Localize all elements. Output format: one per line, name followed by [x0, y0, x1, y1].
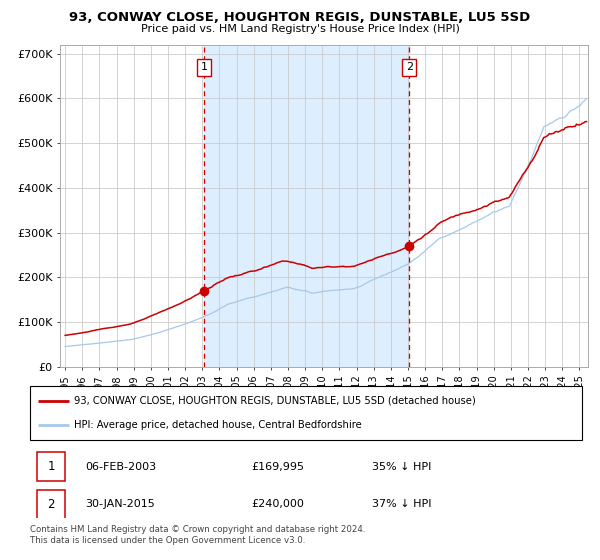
Text: HPI: Average price, detached house, Central Bedfordshire: HPI: Average price, detached house, Cent… [74, 420, 362, 430]
Text: 93, CONWAY CLOSE, HOUGHTON REGIS, DUNSTABLE, LU5 5SD: 93, CONWAY CLOSE, HOUGHTON REGIS, DUNSTA… [70, 11, 530, 24]
FancyBboxPatch shape [30, 386, 582, 440]
Text: 37% ↓ HPI: 37% ↓ HPI [372, 500, 432, 510]
Bar [204, 45, 409, 367]
FancyBboxPatch shape [37, 452, 65, 481]
Text: 35% ↓ HPI: 35% ↓ HPI [372, 461, 431, 472]
Text: 1: 1 [47, 460, 55, 473]
Text: £240,000: £240,000 [251, 500, 304, 510]
Text: Price paid vs. HM Land Registry's House Price Index (HPI): Price paid vs. HM Land Registry's House … [140, 24, 460, 34]
Text: 1: 1 [200, 62, 208, 72]
Text: £169,995: £169,995 [251, 461, 304, 472]
Text: 30-JAN-2015: 30-JAN-2015 [85, 500, 155, 510]
Text: Contains HM Land Registry data © Crown copyright and database right 2024.
This d: Contains HM Land Registry data © Crown c… [30, 525, 365, 545]
Text: 2: 2 [406, 62, 413, 72]
Text: 06-FEB-2003: 06-FEB-2003 [85, 461, 157, 472]
Text: 2: 2 [47, 498, 55, 511]
FancyBboxPatch shape [37, 490, 65, 519]
Text: 93, CONWAY CLOSE, HOUGHTON REGIS, DUNSTABLE, LU5 5SD (detached house): 93, CONWAY CLOSE, HOUGHTON REGIS, DUNSTA… [74, 396, 476, 406]
